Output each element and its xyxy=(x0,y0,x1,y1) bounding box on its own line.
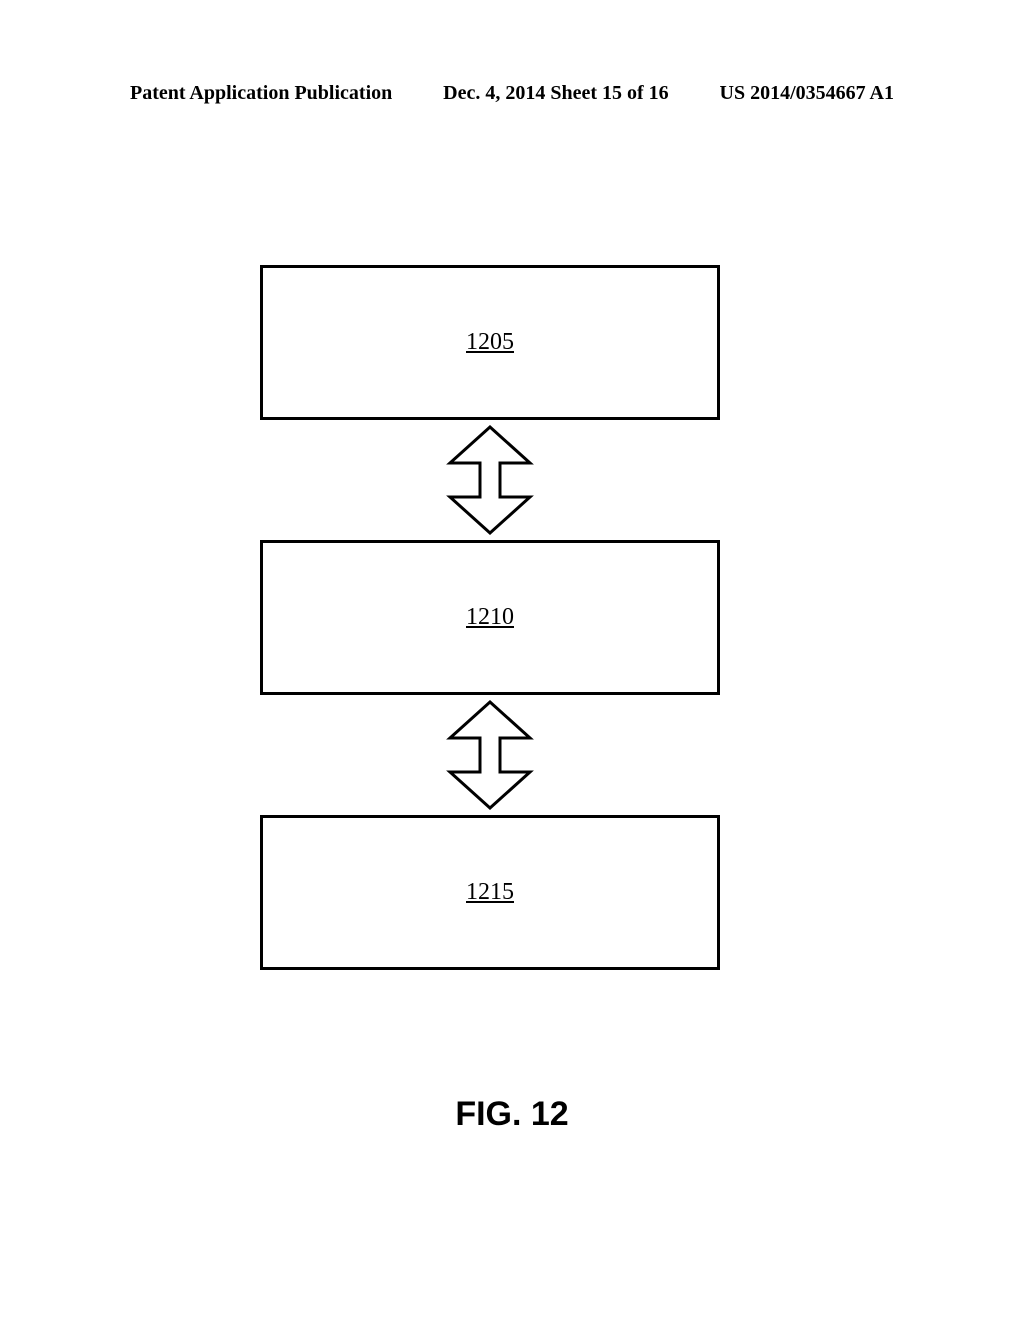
header-left: Patent Application Publication xyxy=(130,82,392,105)
header-center: Dec. 4, 2014 Sheet 15 of 16 xyxy=(443,82,669,105)
flowchart-node: 1210 xyxy=(260,540,720,695)
double-arrow-icon xyxy=(440,425,540,535)
flowchart-node-label: 1215 xyxy=(466,879,514,906)
flowchart-node: 1205 xyxy=(260,265,720,420)
page-header: Patent Application Publication Dec. 4, 2… xyxy=(0,82,1024,105)
flowchart-diagram: 1205 1210 1215 xyxy=(260,265,720,970)
flowchart-connector xyxy=(260,420,720,540)
flowchart-node-label: 1210 xyxy=(466,604,514,631)
figure-caption: FIG. 12 xyxy=(0,1095,1024,1134)
flowchart-connector xyxy=(260,695,720,815)
header-right: US 2014/0354667 A1 xyxy=(720,82,894,105)
flowchart-node-label: 1205 xyxy=(466,329,514,356)
flowchart-node: 1215 xyxy=(260,815,720,970)
double-arrow-icon xyxy=(440,700,540,810)
page: Patent Application Publication Dec. 4, 2… xyxy=(0,0,1024,1320)
